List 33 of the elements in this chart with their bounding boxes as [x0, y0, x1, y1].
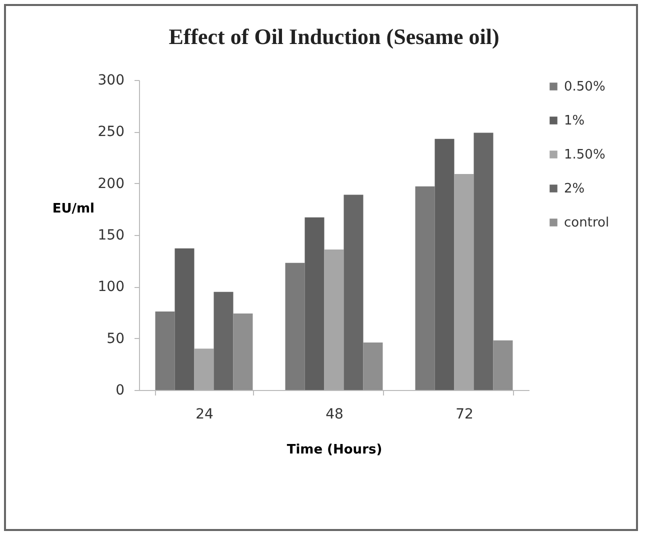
bar	[304, 217, 324, 390]
bar	[363, 342, 383, 390]
bar	[415, 186, 435, 390]
y-tick-label: 0	[116, 382, 124, 398]
bar	[474, 132, 494, 390]
bar	[344, 194, 364, 390]
y-tick-label: 250	[98, 124, 124, 140]
bar	[434, 138, 454, 390]
legend-label: 0.50%	[564, 80, 606, 94]
legend-label: 2%	[564, 182, 585, 196]
bar	[155, 311, 175, 390]
bar	[454, 174, 474, 390]
y-tick-label: 100	[98, 279, 124, 296]
bar	[233, 314, 253, 390]
legend-label: 1%	[564, 114, 585, 128]
bar	[285, 262, 305, 390]
legend-label: 1.50%	[564, 148, 606, 162]
y-tick-label: 50	[106, 330, 124, 347]
x-tick-label: 48	[326, 406, 344, 422]
x-axis-title: Time (Hours)	[286, 442, 382, 458]
y-axis-title: EU/ml	[52, 202, 94, 216]
y-tick-label: 200	[98, 176, 124, 192]
legend-label: control	[564, 216, 610, 230]
y-tick-label: 300	[98, 72, 124, 88]
x-tick-label: 24	[196, 406, 214, 422]
bar	[174, 248, 194, 390]
y-tick-label: 150	[98, 228, 124, 244]
chart-title: Effect of Oil Induction (Sesame oil)	[168, 24, 500, 49]
bar	[493, 340, 513, 390]
bar	[324, 249, 344, 390]
bar	[194, 348, 214, 390]
bar	[214, 292, 234, 390]
x-tick-label: 72	[456, 406, 474, 422]
